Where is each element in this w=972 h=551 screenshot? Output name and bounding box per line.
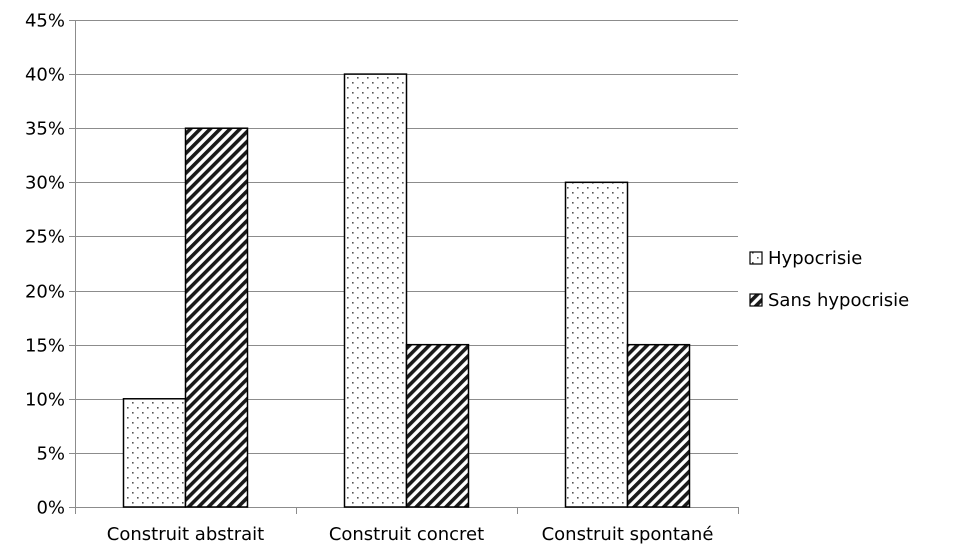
bars bbox=[122, 73, 691, 508]
y-tick-label: 10% bbox=[25, 390, 65, 411]
legend-swatch-dots bbox=[749, 251, 763, 265]
x-category-label: Construit abstrait bbox=[107, 524, 264, 545]
bar-diagonal-hatch-1 bbox=[405, 343, 470, 508]
y-tick-label: 40% bbox=[25, 65, 65, 86]
x-category-label: Construit concret bbox=[329, 524, 484, 545]
legend: Hypocrisie Sans hypocrisie bbox=[749, 248, 909, 311]
y-tick-label: 25% bbox=[25, 227, 65, 248]
tick-labels: 0% 5% 10% 15% 20% 25% 30% 35% 40% 45% Construit ab… bbox=[25, 11, 713, 546]
y-tick-label: 0% bbox=[36, 498, 65, 519]
y-tick-label: 35% bbox=[25, 119, 65, 140]
bar-diagonal-hatch-2 bbox=[626, 343, 691, 508]
bar-dots-2 bbox=[564, 181, 629, 508]
bar-diagonal-hatch-0 bbox=[184, 127, 249, 508]
y-tick-label: 45% bbox=[25, 11, 65, 32]
y-tick-label: 30% bbox=[25, 173, 65, 194]
legend-swatch-diagonal-hatch bbox=[749, 293, 763, 307]
y-tick-label: 5% bbox=[36, 444, 65, 465]
y-tick-label: 15% bbox=[25, 336, 65, 357]
x-category-label: Construit spontané bbox=[542, 524, 714, 545]
legend-label: Sans hypocrisie bbox=[768, 290, 909, 311]
legend-label: Hypocrisie bbox=[768, 248, 862, 269]
y-tick-label: 20% bbox=[25, 282, 65, 303]
bar-dots-0 bbox=[122, 398, 187, 508]
bar-dots-1 bbox=[343, 73, 408, 508]
